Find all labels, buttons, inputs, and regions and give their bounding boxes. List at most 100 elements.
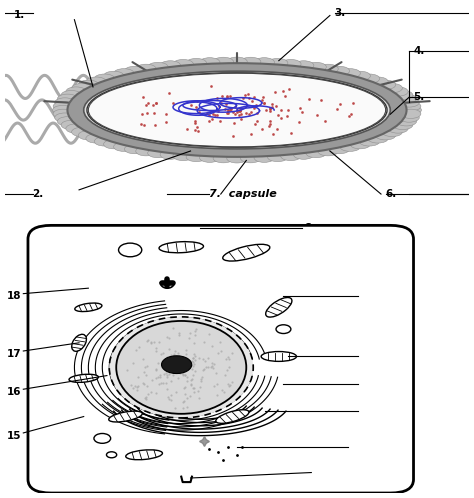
- Circle shape: [254, 153, 274, 162]
- Circle shape: [293, 150, 314, 159]
- Circle shape: [267, 152, 288, 162]
- Circle shape: [401, 109, 421, 119]
- Circle shape: [359, 74, 380, 83]
- Circle shape: [329, 66, 350, 76]
- Circle shape: [382, 127, 402, 136]
- Circle shape: [399, 113, 419, 122]
- Circle shape: [94, 74, 115, 83]
- Circle shape: [340, 142, 360, 151]
- Ellipse shape: [261, 352, 296, 362]
- Circle shape: [53, 106, 73, 115]
- Circle shape: [160, 61, 181, 70]
- Circle shape: [281, 59, 301, 69]
- Circle shape: [66, 87, 86, 96]
- Circle shape: [186, 58, 207, 68]
- Circle shape: [396, 117, 417, 126]
- Ellipse shape: [75, 303, 102, 312]
- Circle shape: [57, 117, 78, 126]
- Text: 2.: 2.: [33, 189, 44, 199]
- Ellipse shape: [159, 242, 203, 253]
- Circle shape: [213, 57, 234, 66]
- Circle shape: [173, 59, 193, 69]
- Circle shape: [53, 109, 73, 119]
- Circle shape: [318, 64, 338, 73]
- Circle shape: [401, 106, 421, 115]
- Ellipse shape: [109, 317, 253, 418]
- Circle shape: [350, 71, 370, 81]
- Text: 14: 14: [314, 468, 328, 478]
- Text: 11: 11: [360, 379, 374, 389]
- Circle shape: [396, 94, 417, 104]
- Circle shape: [55, 113, 75, 122]
- Circle shape: [186, 152, 207, 162]
- Text: 15: 15: [7, 431, 21, 441]
- Circle shape: [94, 137, 115, 146]
- Circle shape: [375, 80, 396, 90]
- Ellipse shape: [72, 334, 86, 351]
- Circle shape: [104, 139, 124, 149]
- Circle shape: [124, 66, 145, 76]
- Circle shape: [267, 58, 288, 68]
- Circle shape: [399, 98, 419, 107]
- Circle shape: [136, 146, 156, 156]
- Ellipse shape: [126, 450, 163, 460]
- Ellipse shape: [109, 411, 142, 422]
- Ellipse shape: [216, 410, 249, 423]
- Circle shape: [401, 102, 421, 111]
- Circle shape: [55, 98, 75, 107]
- Ellipse shape: [88, 73, 386, 147]
- Circle shape: [200, 153, 220, 162]
- Circle shape: [86, 77, 106, 86]
- Circle shape: [104, 71, 124, 81]
- Circle shape: [227, 154, 247, 163]
- Circle shape: [227, 57, 247, 66]
- Circle shape: [86, 134, 106, 143]
- Ellipse shape: [266, 297, 292, 317]
- Circle shape: [160, 150, 181, 159]
- Circle shape: [148, 148, 168, 158]
- Text: 4.: 4.: [413, 46, 425, 56]
- Circle shape: [350, 139, 370, 149]
- Ellipse shape: [67, 63, 407, 157]
- Text: 1.: 1.: [14, 10, 25, 20]
- Circle shape: [254, 58, 274, 67]
- Circle shape: [57, 94, 78, 104]
- Circle shape: [368, 134, 388, 143]
- Text: 17: 17: [7, 349, 22, 359]
- Text: 3.: 3.: [335, 8, 346, 18]
- Circle shape: [388, 87, 408, 96]
- Text: 7.  capsule: 7. capsule: [209, 189, 277, 199]
- Text: 16: 16: [7, 387, 21, 397]
- Circle shape: [213, 153, 234, 163]
- Circle shape: [306, 62, 326, 72]
- Circle shape: [114, 69, 134, 78]
- Circle shape: [392, 91, 413, 100]
- Circle shape: [61, 91, 82, 100]
- Circle shape: [340, 69, 360, 78]
- Text: 12: 12: [360, 406, 374, 416]
- Ellipse shape: [69, 374, 99, 382]
- Circle shape: [375, 130, 396, 140]
- Ellipse shape: [84, 71, 390, 149]
- Circle shape: [94, 433, 110, 443]
- Circle shape: [53, 102, 73, 111]
- Circle shape: [240, 57, 261, 66]
- Circle shape: [392, 121, 413, 129]
- Circle shape: [276, 325, 291, 334]
- Circle shape: [78, 130, 99, 140]
- Circle shape: [293, 61, 314, 70]
- Circle shape: [136, 64, 156, 73]
- Circle shape: [61, 121, 82, 129]
- Text: 18: 18: [7, 291, 21, 301]
- Circle shape: [114, 142, 134, 151]
- Circle shape: [200, 58, 220, 67]
- Circle shape: [72, 84, 92, 93]
- Text: 6.: 6.: [386, 189, 397, 199]
- Ellipse shape: [87, 73, 387, 147]
- Circle shape: [359, 137, 380, 146]
- Circle shape: [66, 124, 86, 133]
- Circle shape: [173, 151, 193, 160]
- Circle shape: [118, 243, 142, 257]
- Circle shape: [107, 452, 117, 458]
- Ellipse shape: [162, 356, 191, 374]
